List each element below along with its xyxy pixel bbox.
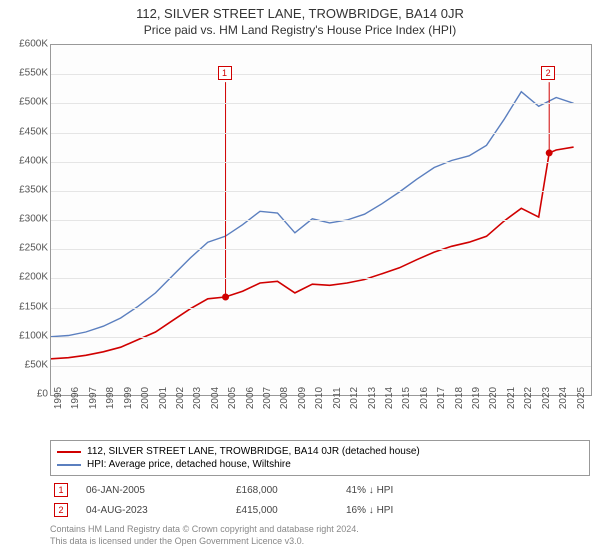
y-axis-tick: £350K: [4, 184, 48, 195]
gridline: [51, 366, 591, 367]
y-axis-tick: £250K: [4, 243, 48, 254]
chart-subtitle: Price paid vs. HM Land Registry's House …: [0, 21, 600, 41]
series-hpi: [51, 92, 574, 337]
y-axis-tick: £300K: [4, 214, 48, 225]
gridline: [51, 308, 591, 309]
chart-legend: 112, SILVER STREET LANE, TROWBRIDGE, BA1…: [50, 440, 590, 476]
x-axis-tick: 2014: [384, 387, 395, 409]
gridline: [51, 249, 591, 250]
gridline: [51, 191, 591, 192]
marker-dot: [222, 294, 229, 301]
x-axis-tick: 2024: [558, 387, 569, 409]
gridline: [51, 278, 591, 279]
x-axis-tick: 2021: [506, 387, 517, 409]
legend-swatch: [57, 464, 81, 466]
x-axis-tick: 2003: [192, 387, 203, 409]
gridline: [51, 220, 591, 221]
sale-delta: 41% ↓ HPI: [346, 485, 466, 496]
marker-label: 2: [541, 66, 555, 80]
sale-delta: 16% ↓ HPI: [346, 505, 466, 516]
y-axis-tick: £500K: [4, 97, 48, 108]
sale-marker: 2: [54, 503, 68, 517]
x-axis-tick: 2001: [158, 387, 169, 409]
x-axis-tick: 2015: [401, 387, 412, 409]
x-axis-tick: 2007: [262, 387, 273, 409]
y-axis-tick: £50K: [4, 359, 48, 370]
gridline: [51, 74, 591, 75]
x-axis-tick: 2000: [140, 387, 151, 409]
x-axis-tick: 2006: [245, 387, 256, 409]
legend-row: 112, SILVER STREET LANE, TROWBRIDGE, BA1…: [57, 445, 583, 458]
chart-plot-area: [50, 44, 592, 396]
sales-table: 1 06-JAN-2005£168,00041% ↓ HPI 2 04-AUG-202…: [50, 480, 590, 520]
y-axis-tick: £0: [4, 389, 48, 400]
gridline: [51, 337, 591, 338]
y-axis-tick: £450K: [4, 126, 48, 137]
x-axis-tick: 1995: [53, 387, 64, 409]
legend-label: HPI: Average price, detached house, Wilt…: [87, 459, 291, 470]
x-axis-tick: 2022: [523, 387, 534, 409]
footer-line1: Contains HM Land Registry data © Crown c…: [50, 524, 590, 536]
legend-row: HPI: Average price, detached house, Wilt…: [57, 458, 583, 471]
x-axis-tick: 2019: [471, 387, 482, 409]
marker-label: 1: [218, 66, 232, 80]
marker-dot: [546, 149, 553, 156]
x-axis-tick: 2008: [279, 387, 290, 409]
x-axis-tick: 2002: [175, 387, 186, 409]
gridline: [51, 103, 591, 104]
x-axis-tick: 1999: [123, 387, 134, 409]
sale-price: £168,000: [236, 485, 346, 496]
y-axis-tick: £200K: [4, 272, 48, 283]
y-axis-tick: £400K: [4, 155, 48, 166]
x-axis-tick: 1996: [70, 387, 81, 409]
x-axis-tick: 2018: [454, 387, 465, 409]
sale-row: 2 04-AUG-2023£415,00016% ↓ HPI: [50, 500, 590, 520]
footer-attribution: Contains HM Land Registry data © Crown c…: [50, 524, 590, 547]
legend-label: 112, SILVER STREET LANE, TROWBRIDGE, BA1…: [87, 446, 420, 457]
sale-marker: 1: [54, 483, 68, 497]
series-property: [51, 147, 574, 359]
sale-row: 1 06-JAN-2005£168,00041% ↓ HPI: [50, 480, 590, 500]
x-axis-tick: 2009: [297, 387, 308, 409]
x-axis-tick: 2010: [314, 387, 325, 409]
x-axis-tick: 2023: [541, 387, 552, 409]
footer-line2: This data is licensed under the Open Gov…: [50, 536, 590, 548]
sale-date: 04-AUG-2023: [86, 505, 236, 516]
x-axis-tick: 2016: [419, 387, 430, 409]
x-axis-tick: 1997: [88, 387, 99, 409]
sale-price: £415,000: [236, 505, 346, 516]
x-axis-tick: 2004: [210, 387, 221, 409]
y-axis-tick: £550K: [4, 68, 48, 79]
y-axis-tick: £150K: [4, 301, 48, 312]
x-axis-tick: 2012: [349, 387, 360, 409]
y-axis-tick: £100K: [4, 330, 48, 341]
sale-date: 06-JAN-2005: [86, 485, 236, 496]
legend-swatch: [57, 451, 81, 453]
x-axis-tick: 2005: [227, 387, 238, 409]
x-axis-tick: 2013: [367, 387, 378, 409]
x-axis-tick: 2017: [436, 387, 447, 409]
gridline: [51, 133, 591, 134]
y-axis-tick: £600K: [4, 39, 48, 50]
x-axis-tick: 1998: [105, 387, 116, 409]
gridline: [51, 162, 591, 163]
x-axis-tick: 2025: [576, 387, 587, 409]
x-axis-tick: 2020: [488, 387, 499, 409]
chart-title: 112, SILVER STREET LANE, TROWBRIDGE, BA1…: [0, 0, 600, 21]
x-axis-tick: 2011: [332, 387, 343, 409]
